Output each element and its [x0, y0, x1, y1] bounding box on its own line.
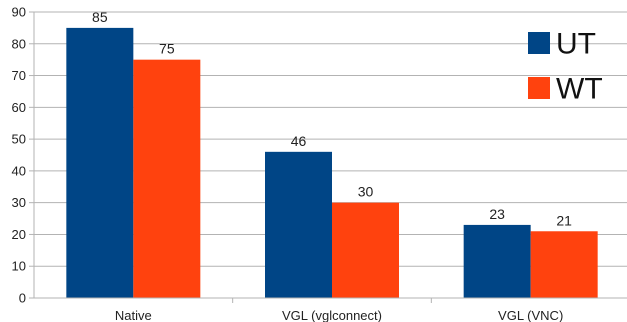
legend-swatch-wt	[528, 77, 550, 99]
data-label: 30	[358, 184, 374, 200]
x-tick-label: Native	[115, 308, 152, 322]
legend-label-ut: UT	[556, 28, 596, 61]
y-tick-label: 80	[12, 36, 26, 51]
y-tick-label: 90	[12, 5, 26, 20]
y-tick-label: 0	[19, 291, 26, 306]
data-label: 75	[159, 41, 175, 57]
data-label: 85	[92, 9, 108, 25]
x-axis-ticks: Native VGL (vglconnect) VGL (VNC)	[34, 297, 627, 322]
data-labels: 85 75 46 30 23 21	[92, 9, 572, 228]
legend-swatch-ut	[528, 32, 550, 54]
legend: UT WT	[528, 28, 603, 106]
y-tick-label: 40	[12, 163, 26, 178]
y-tick-label: 70	[12, 68, 26, 83]
data-label: 21	[556, 212, 572, 228]
bar-wt	[530, 231, 598, 298]
y-tick-label: 30	[12, 195, 26, 210]
bar-ut	[66, 27, 134, 299]
bars	[66, 27, 598, 299]
y-axis-ticks: 0 10 20 30 40 50 60 70 80 90	[12, 5, 26, 306]
x-tick-label: VGL (vglconnect)	[282, 308, 382, 322]
bar-wt	[133, 59, 201, 298]
bar-wt	[332, 202, 399, 298]
legend-label-wt: WT	[556, 73, 603, 106]
y-tick-label: 20	[12, 227, 26, 242]
y-tick-label: 60	[12, 100, 26, 115]
bar-ut	[463, 224, 531, 298]
bar-ut	[265, 151, 332, 298]
y-tick-label: 10	[12, 259, 26, 274]
data-label: 46	[291, 133, 307, 149]
data-label: 23	[489, 206, 505, 222]
x-tick-label: VGL (VNC)	[498, 308, 563, 322]
y-tick-label: 50	[12, 132, 26, 147]
